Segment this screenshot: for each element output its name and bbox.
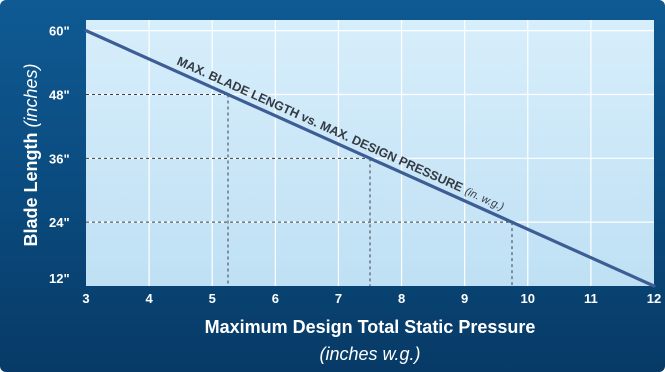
- max-blade-length-line: [84, 29, 656, 288]
- y-axis-title: Blade Length (inches): [21, 63, 41, 246]
- y-tick-label-60: 60": [49, 24, 70, 39]
- x-axis-unit: (inches w.g.): [319, 344, 420, 364]
- y-tick-label-48: 48": [49, 87, 70, 102]
- x-tick-label-9: 9: [461, 291, 468, 306]
- x-tick-label-7: 7: [335, 291, 342, 306]
- x-tick-label-11: 11: [584, 291, 598, 306]
- x-tick-label-4: 4: [145, 291, 153, 306]
- x-tick-label-8: 8: [398, 291, 405, 306]
- x-tick-label-12: 12: [647, 291, 661, 306]
- y-tick-label-12: 12": [49, 271, 70, 286]
- x-tick-label-6: 6: [272, 291, 279, 306]
- x-tick-label-5: 5: [209, 291, 216, 306]
- y-tick-label-36: 36": [49, 151, 70, 166]
- y-axis-title-main: Blade Length: [21, 133, 41, 247]
- y-axis-unit: (inches): [21, 63, 41, 127]
- x-tick-label-10: 10: [521, 291, 535, 306]
- x-tick-label-3: 3: [82, 291, 89, 306]
- y-tick-label-24: 24": [49, 215, 70, 230]
- plot-area: [86, 20, 654, 286]
- x-axis-title: Maximum Design Total Static Pressure: [205, 317, 536, 337]
